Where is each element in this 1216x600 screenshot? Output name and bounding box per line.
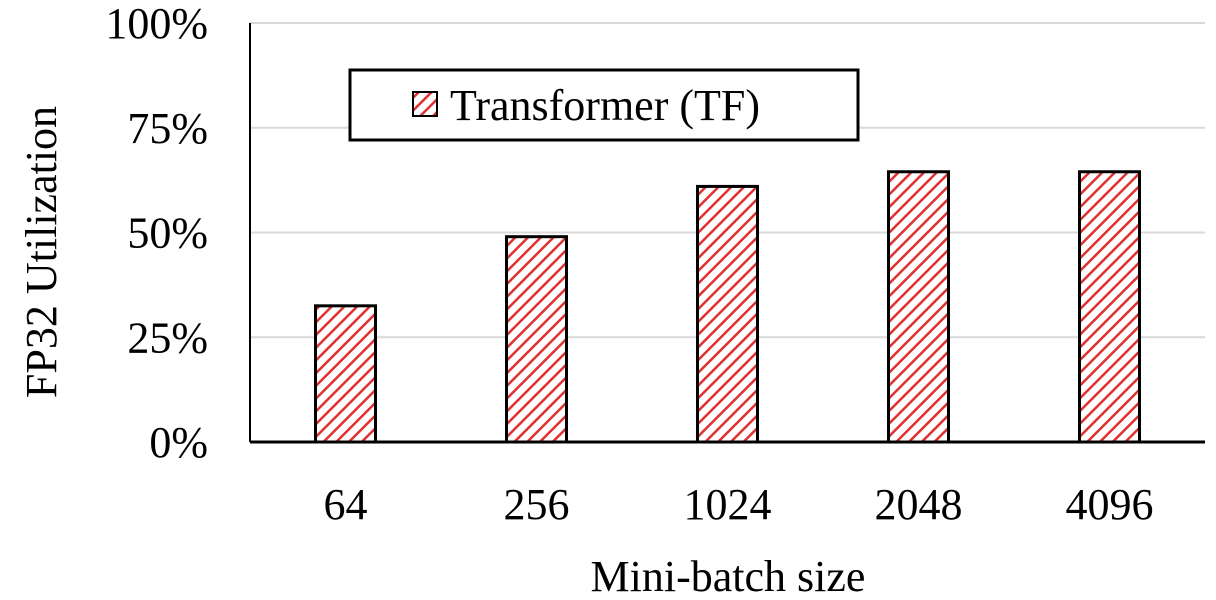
y-tick-label: 50% — [127, 209, 208, 258]
bar-4096 — [1078, 170, 1141, 444]
x-tick-label: 64 — [324, 480, 368, 529]
x-tick-label: 4096 — [1066, 480, 1154, 529]
axes — [249, 23, 1205, 444]
bar-2048 — [887, 170, 950, 444]
y-tick-label: 100% — [105, 0, 208, 48]
x-axis-title: Mini-batch size — [591, 552, 866, 600]
bar-256 — [505, 235, 568, 444]
y-tick-label: 25% — [127, 313, 208, 362]
x-tick-label: 2048 — [875, 480, 963, 529]
x-axis-ticks: 64 256 1024 2048 4096 — [324, 480, 1154, 529]
y-tick-label: 75% — [127, 104, 208, 153]
y-tick-label: 0% — [149, 418, 208, 467]
y-axis-title: FP32 Utilization — [17, 106, 66, 398]
x-tick-label: 256 — [504, 480, 570, 529]
y-axis-ticks: 0% 25% 50% 75% 100% — [105, 0, 208, 467]
legend: Transformer (TF) — [348, 68, 860, 142]
legend-swatch — [412, 91, 438, 117]
x-tick-label: 1024 — [684, 480, 772, 529]
bar-1024 — [696, 184, 759, 444]
bar-64 — [314, 304, 377, 444]
bars — [314, 170, 1141, 444]
legend-label: Transformer (TF) — [450, 81, 760, 130]
